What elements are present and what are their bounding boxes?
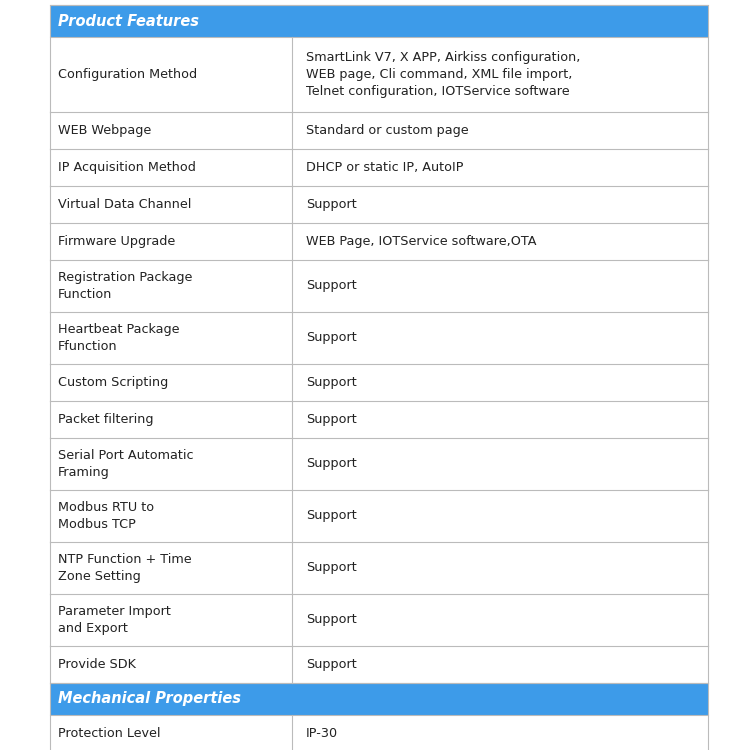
Bar (50, 683, 708, 715)
Text: Mechanical Properties: Mechanical Properties (58, 692, 241, 706)
Text: IP Acquisition Method: IP Acquisition Method (58, 161, 196, 174)
Bar (50, 490, 708, 542)
Text: Support: Support (306, 614, 357, 626)
Bar (50, 364, 708, 401)
Bar (50, 683, 708, 715)
Bar (50, 312, 708, 364)
Text: Support: Support (306, 509, 357, 523)
Text: SmartLink V7, X APP, Airkiss configuration,
WEB page, Cli command, XML file impo: SmartLink V7, X APP, Airkiss configurati… (306, 50, 580, 98)
Text: Registration Package
Function: Registration Package Function (58, 271, 192, 302)
Bar (50, 112, 708, 149)
Text: IP-30: IP-30 (306, 727, 338, 740)
Text: Support: Support (306, 280, 357, 292)
Text: Protection Level: Protection Level (58, 727, 160, 740)
Bar (50, 5, 708, 37)
Text: Support: Support (306, 562, 357, 574)
Bar (50, 149, 708, 186)
Text: DHCP or static IP, AutoIP: DHCP or static IP, AutoIP (306, 161, 464, 174)
Text: Support: Support (306, 376, 357, 389)
Bar (50, 223, 708, 260)
Text: Support: Support (306, 332, 357, 344)
Text: WEB Webpage: WEB Webpage (58, 124, 152, 137)
Text: Custom Scripting: Custom Scripting (58, 376, 168, 389)
Bar (50, 715, 708, 750)
Bar (50, 594, 708, 646)
Text: Support: Support (306, 198, 357, 211)
Text: Parameter Import
and Export: Parameter Import and Export (58, 604, 171, 635)
Bar (50, 260, 708, 312)
Text: Virtual Data Channel: Virtual Data Channel (58, 198, 191, 211)
Text: Serial Port Automatic
Framing: Serial Port Automatic Framing (58, 448, 194, 479)
Bar (50, 438, 708, 490)
Text: Product Features: Product Features (58, 13, 199, 28)
Text: NTP Function + Time
Zone Setting: NTP Function + Time Zone Setting (58, 553, 192, 584)
Text: Support: Support (306, 413, 357, 426)
Text: Support: Support (306, 458, 357, 470)
Text: Heartbeat Package
Ffunction: Heartbeat Package Ffunction (58, 322, 179, 353)
Text: Configuration Method: Configuration Method (58, 68, 197, 81)
Text: Packet filtering: Packet filtering (58, 413, 154, 426)
Text: Standard or custom page: Standard or custom page (306, 124, 469, 137)
Bar (50, 186, 708, 223)
Text: Firmware Upgrade: Firmware Upgrade (58, 235, 176, 248)
Bar (50, 401, 708, 438)
Text: Support: Support (306, 658, 357, 671)
Text: WEB Page, IOTService software,OTA: WEB Page, IOTService software,OTA (306, 235, 537, 248)
Text: Provide SDK: Provide SDK (58, 658, 136, 671)
Bar (50, 542, 708, 594)
Bar (50, 37, 708, 112)
Text: Modbus RTU to
Modbus TCP: Modbus RTU to Modbus TCP (58, 501, 154, 531)
Bar (50, 5, 708, 37)
Bar (50, 646, 708, 683)
